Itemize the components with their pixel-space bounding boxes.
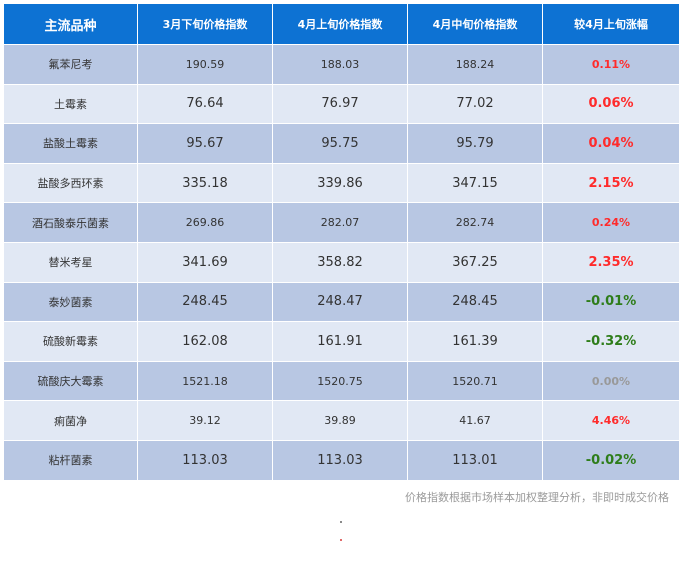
apr-mid-index-cell: 113.01	[407, 439, 543, 481]
mar-late-index-cell: 1521.18	[137, 360, 273, 402]
table-row: 粘杆菌素 113.03 113.03 113.01 -0.02%	[3, 439, 680, 481]
change-cell: -0.01%	[542, 281, 680, 323]
table-row: 硫酸新霉素 162.08 161.91 161.39 -0.32%	[3, 321, 680, 362]
apr-mid-index-cell: 95.79	[407, 123, 543, 164]
header-apr-early-index: 4月上旬价格指数	[272, 3, 408, 45]
variety-cell: 痢菌净	[3, 400, 138, 441]
change-cell: 0.04%	[542, 123, 680, 164]
variety-cell: 硫酸庆大霉素	[3, 360, 138, 402]
apr-early-index-cell: 248.47	[272, 281, 408, 323]
apr-early-index-cell: 113.03	[272, 439, 408, 481]
apr-early-index-cell: 39.89	[272, 400, 408, 441]
change-cell: 0.11%	[542, 44, 680, 85]
variety-cell: 土霉素	[3, 83, 138, 125]
mar-late-index-cell: 95.67	[137, 123, 273, 164]
table-header: 主流品种 3月下旬价格指数 4月上旬价格指数 4月中旬价格指数 较4月上旬涨幅	[3, 3, 680, 45]
apr-mid-index-cell: 188.24	[407, 44, 543, 85]
variety-cell: 盐酸土霉素	[3, 123, 138, 164]
apr-mid-index-cell: 41.67	[407, 400, 543, 441]
apr-early-index-cell: 358.82	[272, 241, 408, 283]
table-row: 硫酸庆大霉素 1521.18 1520.75 1520.71 0.00%	[3, 360, 680, 402]
table-row: 痢菌净 39.12 39.89 41.67 4.46%	[3, 400, 680, 441]
table-row: 土霉素 76.64 76.97 77.02 0.06%	[3, 83, 680, 125]
header-variety: 主流品种	[3, 3, 138, 45]
apr-mid-index-cell: 77.02	[407, 83, 543, 125]
apr-early-index-cell: 188.03	[272, 44, 408, 85]
variety-cell: 酒石酸泰乐菌素	[3, 202, 138, 243]
mar-late-index-cell: 39.12	[137, 400, 273, 441]
apr-early-index-cell: 1520.75	[272, 360, 408, 402]
mar-late-index-cell: 341.69	[137, 241, 273, 283]
table-row: 替米考星 341.69 358.82 367.25 2.35%	[3, 241, 680, 283]
apr-mid-index-cell: 1520.71	[407, 360, 543, 402]
apr-mid-index-cell: 367.25	[407, 241, 543, 283]
header-mar-late-index: 3月下旬价格指数	[137, 3, 273, 45]
apr-early-index-cell: 282.07	[272, 202, 408, 243]
apr-early-index-cell: 95.75	[272, 123, 408, 164]
apr-mid-index-cell: 347.15	[407, 162, 543, 204]
change-cell: 2.35%	[542, 241, 680, 283]
table-row: 酒石酸泰乐菌素 269.86 282.07 282.74 0.24%	[3, 202, 680, 243]
variety-cell: 盐酸多西环素	[3, 162, 138, 204]
apr-mid-index-cell: 161.39	[407, 321, 543, 362]
change-cell: -0.32%	[542, 321, 680, 362]
variety-cell: 粘杆菌素	[3, 439, 138, 481]
change-cell: 0.24%	[542, 202, 680, 243]
table-row: 盐酸多西环素 335.18 339.86 347.15 2.15%	[3, 162, 680, 204]
mar-late-index-cell: 269.86	[137, 202, 273, 243]
mar-late-index-cell: 113.03	[137, 439, 273, 481]
table-row: 泰妙菌素 248.45 248.47 248.45 -0.01%	[3, 281, 680, 323]
mar-late-index-cell: 335.18	[137, 162, 273, 204]
change-cell: 2.15%	[542, 162, 680, 204]
apr-mid-index-cell: 282.74	[407, 202, 543, 243]
header-change-vs-apr-early: 较4月上旬涨幅	[542, 3, 680, 45]
decorative-dot	[340, 521, 342, 523]
variety-cell: 硫酸新霉素	[3, 321, 138, 362]
apr-early-index-cell: 76.97	[272, 83, 408, 125]
variety-cell: 氟苯尼考	[3, 44, 138, 85]
variety-cell: 泰妙菌素	[3, 281, 138, 323]
mar-late-index-cell: 162.08	[137, 321, 273, 362]
header-row: 主流品种 3月下旬价格指数 4月上旬价格指数 4月中旬价格指数 较4月上旬涨幅	[3, 3, 680, 45]
price-index-table: 主流品种 3月下旬价格指数 4月上旬价格指数 4月中旬价格指数 较4月上旬涨幅 …	[3, 3, 680, 481]
change-cell: -0.02%	[542, 439, 680, 481]
table-row: 氟苯尼考 190.59 188.03 188.24 0.11%	[3, 44, 680, 85]
apr-early-index-cell: 339.86	[272, 162, 408, 204]
mar-late-index-cell: 76.64	[137, 83, 273, 125]
apr-early-index-cell: 161.91	[272, 321, 408, 362]
apr-mid-index-cell: 248.45	[407, 281, 543, 323]
mar-late-index-cell: 190.59	[137, 44, 273, 85]
header-apr-mid-index: 4月中旬价格指数	[407, 3, 543, 45]
table-row: 盐酸土霉素 95.67 95.75 95.79 0.04%	[3, 123, 680, 164]
change-cell: 0.06%	[542, 83, 680, 125]
change-cell: 0.00%	[542, 360, 680, 402]
change-cell: 4.46%	[542, 400, 680, 441]
footnote: 价格指数根据市场样本加权整理分析，非即时成交价格	[405, 491, 669, 504]
table-body: 氟苯尼考 190.59 188.03 188.24 0.11% 土霉素 76.64 76.97…	[3, 44, 680, 481]
variety-cell: 替米考星	[3, 241, 138, 283]
decorative-dot	[340, 539, 342, 541]
mar-late-index-cell: 248.45	[137, 281, 273, 323]
